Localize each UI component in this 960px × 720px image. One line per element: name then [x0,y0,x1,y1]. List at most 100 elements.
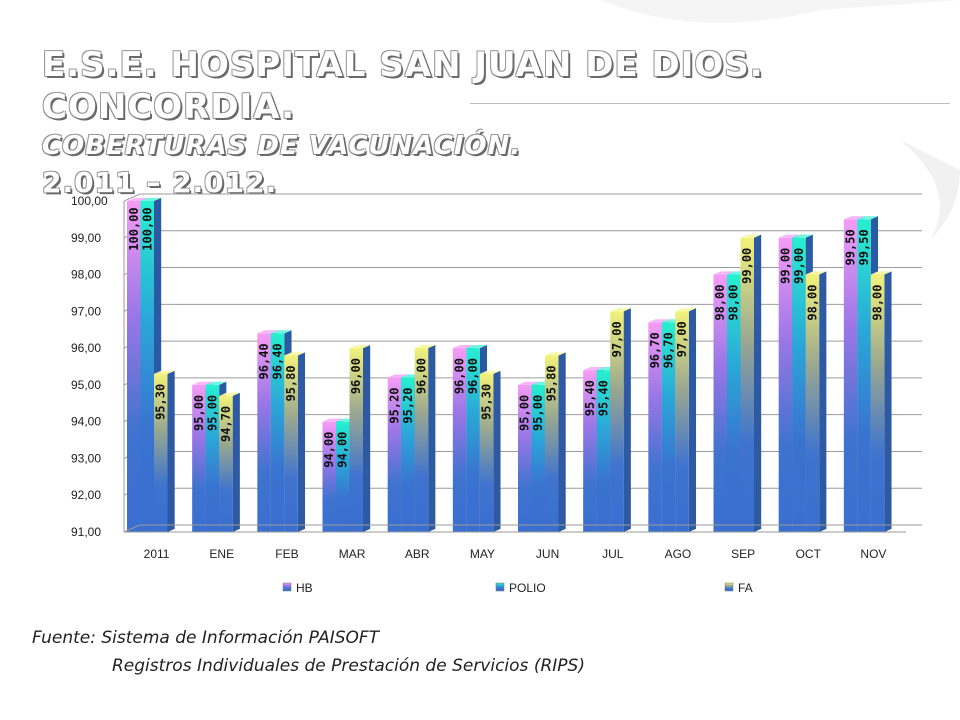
bar-fa-may [479,373,494,532]
y-tick-label: 98,00 [71,268,101,282]
data-label-hb-jun: 95,00 [518,395,532,431]
data-label-hb-ene: 95,00 [192,395,206,431]
bar-top-fa-abr [414,344,436,349]
bar-top-polio-feb [270,330,292,334]
bar-side-fa-feb [297,352,306,532]
data-label-hb-oct: 99,00 [778,248,792,284]
data-label-polio-abr: 95,20 [401,387,415,423]
bar-hb-abr [387,377,402,532]
data-label-polio-jun: 95,00 [531,395,545,431]
data-label-polio-feb: 96,40 [271,343,285,379]
bar-top-fa-jul [610,308,631,312]
bar-side-fa-may [493,370,501,532]
data-label-hb-2011: 100,00 [127,207,141,250]
bar-fa-ene [219,395,233,532]
data-label-hb-jul: 95,40 [583,380,597,416]
bar-top-hb-ago [648,319,670,323]
bar-fa-jun [545,355,559,532]
x-tick-label: FEB [275,547,298,561]
bar-fa-oct [805,274,820,532]
bar-side-fa-jun [558,352,566,532]
y-tick-label: 96,00 [71,341,101,355]
data-label-polio-nov: 99,50 [857,229,871,265]
bar-top-fa-ago [675,308,697,312]
x-tick-label: MAY [470,547,495,561]
y-tick-label: 94,00 [71,415,101,429]
data-label-hb-feb: 96,40 [257,343,271,379]
bar-polio-abr [401,377,415,532]
bar-top-fa-2011 [154,370,175,374]
bar-hb-jul [583,370,597,532]
data-label-polio-may: 96,00 [466,358,480,394]
data-label-fa-oct: 98,00 [805,284,819,320]
bar-hb-feb [257,333,271,532]
y-tick-label: 100,00 [71,194,108,208]
title-subject: COBERTURAS DE VACUNACIÓN. [42,131,522,161]
data-label-fa-nov: 98,00 [871,284,885,320]
bar-hb-ago [648,322,662,532]
bar-polio-ene [205,384,220,532]
bar-hb-oct [778,237,793,532]
x-tick-label: JUN [536,547,559,561]
bar-fa-nov [870,274,885,532]
bar-fa-abr [414,348,429,532]
bar-top-hb-ene [192,381,213,385]
y-tick-label: 95,00 [71,378,101,392]
y-tick-label: 99,00 [71,231,101,245]
bar-top-fa-ene [219,392,240,396]
bar-hb-may [452,348,467,532]
bar-top-hb-sep [713,271,735,275]
legend-swatch-polio [495,582,505,592]
bar-hb-2011 [127,201,141,532]
bar-top-hb-jun [518,381,539,385]
x-tick-label: SEP [731,547,755,561]
bar-top-hb-oct [778,234,800,238]
bar-top-polio-ene [205,381,227,385]
bar-top-hb-may [452,344,474,349]
floor-edge [123,524,922,533]
legend-swatch-fa [724,582,734,592]
bar-polio-2011 [140,201,154,532]
bar-hb-ene [192,384,206,532]
data-label-fa-2011: 95,30 [154,384,168,420]
bar-polio-nov [857,219,871,532]
x-tick-label: OCT [796,547,822,561]
bar-fa-mar [349,348,363,532]
bar-polio-jun [531,384,545,532]
bar-side-fa-ene [232,392,240,532]
data-label-polio-2011: 100,00 [140,207,154,250]
bar-top-hb-abr [387,374,409,378]
bar-top-polio-nov [857,216,879,220]
bar-polio-sep [727,274,741,532]
bar-fa-2011 [154,373,168,532]
bar-fa-feb [284,355,298,532]
bar-polio-feb [270,333,285,532]
title-divider [470,103,950,104]
bar-top-fa-nov [870,271,892,275]
data-label-fa-jul: 97,00 [610,321,624,357]
x-tick-label: ABR [405,547,430,561]
axes: 91,00 92,00 93,00 94,00 95,00 96,00 97,00 98,00… [71,194,922,561]
x-tick-label: JUL [602,547,624,561]
data-label-fa-abr: 96,00 [414,358,428,394]
legend-label-hb: HB [296,581,313,595]
bar-hb-sep [713,274,727,532]
bar-polio-jul [596,370,611,532]
bar-hb-mar [322,421,336,532]
bar-top-hb-feb [257,330,279,334]
x-tick-label: NOV [860,547,886,561]
bar-top-fa-oct [805,271,827,275]
bar-top-polio-2011 [140,197,162,201]
data-label-fa-ago: 97,00 [675,321,689,357]
data-label-hb-ago: 96,70 [648,332,662,368]
bar-side-fa-mar [363,344,371,532]
bar-polio-ago [661,322,676,532]
x-tick-label: MAR [339,547,366,561]
legend-swatch-hb [282,582,292,592]
data-label-fa-may: 95,30 [480,384,494,420]
bar-top-fa-sep [740,234,762,238]
bar-polio-mar [336,421,350,532]
bar-top-fa-jun [545,352,566,356]
bars [127,197,892,532]
